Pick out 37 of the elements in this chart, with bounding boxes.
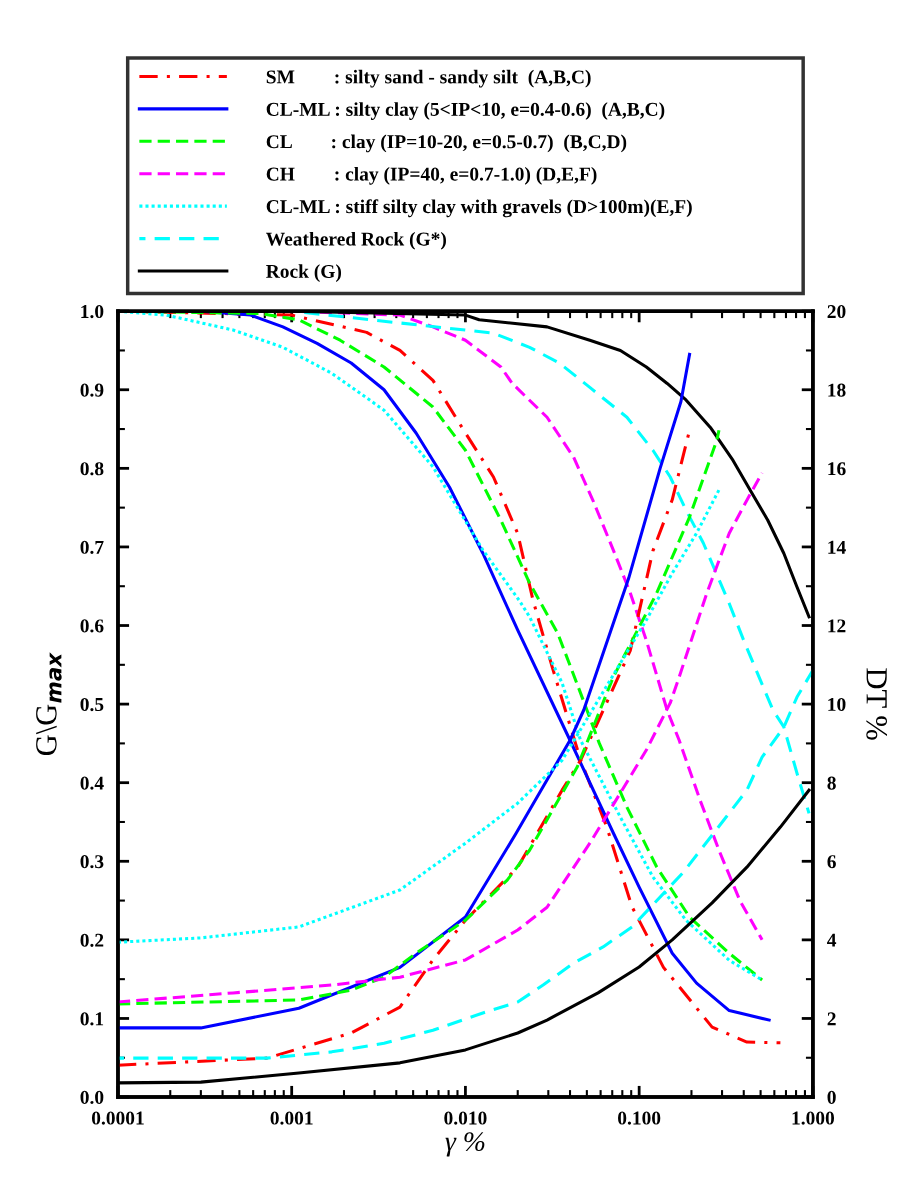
y2-tick-label: 16 bbox=[828, 462, 846, 476]
y2-tick-label: 4 bbox=[827, 933, 837, 947]
legend-label: CL : clay (IP=10-20, e=0.5-0.7) (B,C,D) bbox=[266, 134, 627, 153]
y-tick-label: 1.0 bbox=[81, 304, 104, 319]
y2-tick-label: 14 bbox=[828, 540, 846, 554]
y-tick-label: 0.9 bbox=[80, 383, 104, 397]
y2-tick-label: 8 bbox=[827, 776, 836, 790]
y2-tick-label: 12 bbox=[828, 619, 846, 633]
y-tick-label: 0.7 bbox=[80, 540, 104, 554]
y-tick-label: 0.5 bbox=[80, 697, 104, 712]
x-axis-title: γ % bbox=[445, 1132, 485, 1157]
legend-label: Weathered Rock (G*) bbox=[266, 231, 446, 250]
legend-label: CH : clay (IP=40, e=0.7-1.0) (D,E,F) bbox=[266, 166, 597, 185]
legend-label: Rock (G) bbox=[266, 264, 342, 282]
y2-tick-label: 20 bbox=[827, 304, 846, 319]
y-tick-label: 0.2 bbox=[80, 933, 104, 947]
y-tick-label: 0.0 bbox=[80, 1090, 104, 1105]
x-tick-label: 0.010 bbox=[444, 1111, 487, 1125]
y2-tick-label: 10 bbox=[828, 697, 846, 712]
y-tick-label: 0.8 bbox=[80, 462, 104, 476]
y2-tick-label: 2 bbox=[827, 1012, 836, 1026]
x-tick-label: 0.001 bbox=[270, 1111, 313, 1125]
y2-tick-label: 6 bbox=[827, 855, 836, 869]
legend-label: CL-ML : silty clay (5<IP<10, e=0.4-0.6) (A,B,C) bbox=[266, 102, 665, 120]
y-tick-label: 0.4 bbox=[80, 776, 104, 790]
x-tick-label: 0.0001 bbox=[91, 1111, 144, 1125]
legend-label: SM : silty sand - sandy silt (A,B,C) bbox=[266, 69, 591, 88]
y2-axis-title: DT % bbox=[866, 668, 888, 740]
x-tick-label: 0.100 bbox=[618, 1111, 661, 1125]
y-tick-label: 0.1 bbox=[80, 1012, 104, 1026]
y-tick-label: 0.3 bbox=[80, 855, 104, 869]
y2-tick-label: 18 bbox=[828, 383, 846, 397]
y-tick-label: 0.6 bbox=[80, 619, 104, 633]
y-axis-title: G\G$_{max}$ bbox=[36, 652, 62, 756]
legend-label: CL-ML : stiff silty clay with gravels (D>100m)(E,F) bbox=[266, 199, 692, 218]
x-tick-label: 1.000 bbox=[792, 1111, 835, 1125]
y2-tick-label: 0 bbox=[827, 1090, 836, 1104]
